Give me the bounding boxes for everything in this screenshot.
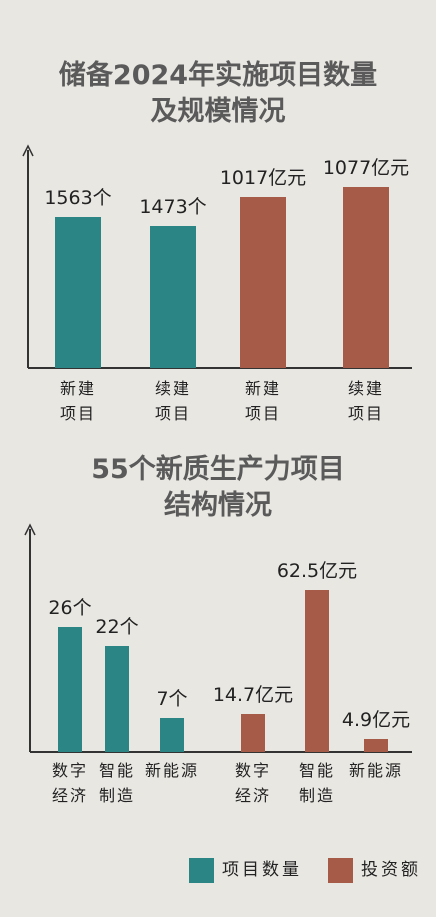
chart-title: 及规模情况: [150, 96, 286, 127]
x-tick-label: 新建项目: [59, 379, 96, 423]
legend-swatch: [328, 858, 353, 883]
legend-label: 投资额: [361, 860, 421, 880]
x-tick-label: 智能制造: [298, 761, 335, 805]
chart-title: 55个新质生产力项目: [91, 454, 345, 485]
value-label: 26个: [48, 597, 92, 619]
chart-title: 储备2024年实施项目数量: [58, 60, 378, 91]
x-tick-label: 数字经济: [234, 761, 271, 805]
bar: [160, 718, 184, 752]
x-tick-label: 续建项目: [347, 379, 384, 423]
legend-label: 项目数量: [222, 860, 302, 880]
value-label: 4.9亿元: [341, 709, 411, 732]
value-label: 14.7亿元: [212, 683, 294, 706]
x-tick-label: 智能制造: [98, 761, 135, 805]
bar: [305, 590, 329, 752]
x-tick-label: 续建项目: [154, 379, 191, 423]
value-label: 1077亿元: [322, 157, 410, 179]
value-label: 1017亿元: [219, 167, 307, 190]
bar: [58, 627, 82, 752]
y-axis-arrow: [24, 523, 36, 536]
bar: [343, 187, 389, 368]
y-axis-arrow: [22, 144, 34, 157]
bar: [241, 713, 265, 752]
x-tick-label: 新建项目: [244, 379, 281, 423]
chart-title: 结构情况: [164, 490, 272, 521]
legend-swatch: [189, 858, 214, 883]
x-tick-label: 数字经济: [51, 761, 88, 805]
bar: [55, 217, 101, 368]
value-label: 22个: [95, 616, 139, 639]
value-label: 1563个: [44, 187, 112, 209]
value-label: 7个: [156, 688, 188, 711]
bar: [364, 739, 388, 752]
bar: [150, 225, 196, 368]
bar: [105, 646, 129, 752]
x-tick-label: 新能源: [348, 761, 403, 780]
value-label: 1473个: [139, 195, 207, 218]
x-tick-label: 新能源: [144, 761, 199, 780]
bar: [240, 197, 286, 368]
value-label: 62.5亿元: [276, 560, 358, 582]
